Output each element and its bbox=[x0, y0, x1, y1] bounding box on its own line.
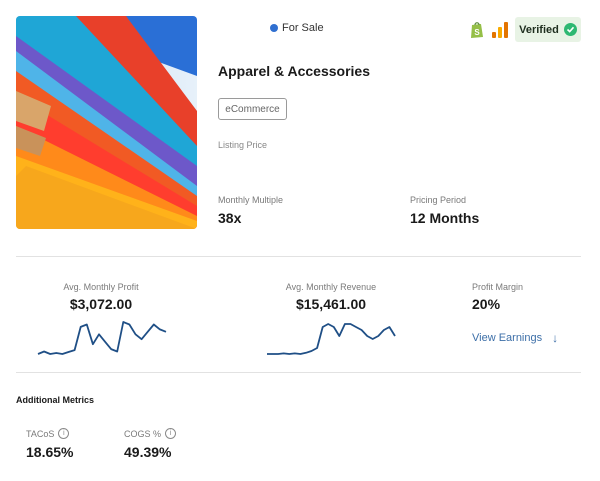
status-label: For Sale bbox=[282, 22, 324, 34]
svg-text:S: S bbox=[474, 28, 480, 37]
profit-margin-value: 20% bbox=[472, 296, 501, 312]
cogs-label: COGS % i bbox=[124, 428, 177, 439]
profit-margin-label: Profit Margin bbox=[472, 282, 524, 292]
info-icon[interactable]: i bbox=[165, 428, 177, 439]
category-tag[interactable]: eCommerce bbox=[218, 98, 287, 120]
avg-monthly-revenue-value: $15,461.00 bbox=[295, 296, 367, 312]
profit-trend-line bbox=[37, 321, 167, 355]
avg-monthly-profit-value: $3,072.00 bbox=[69, 296, 133, 312]
arrow-down-icon: ↓ bbox=[552, 331, 559, 345]
pricing-period-value: 12 Months bbox=[410, 210, 480, 226]
view-earnings-label: View Earnings bbox=[472, 332, 543, 344]
tacos-value: 18.65% bbox=[26, 444, 74, 460]
profit-sparkline bbox=[37, 321, 167, 355]
listing-title: Apparel & Accessories bbox=[218, 63, 370, 79]
info-icon[interactable]: i bbox=[58, 428, 70, 439]
divider bbox=[16, 256, 581, 257]
monthly-multiple-value: 38x bbox=[218, 210, 242, 226]
pricing-period-label: Pricing Period bbox=[410, 195, 467, 205]
revenue-trend-line bbox=[267, 323, 396, 355]
verified-label: Verified bbox=[519, 23, 559, 36]
avg-monthly-profit-label: Avg. Monthly Profit bbox=[63, 282, 139, 292]
revenue-sparkline bbox=[267, 323, 396, 355]
additional-metrics-title: Additional Metrics bbox=[16, 395, 95, 405]
cogs-value: 49.39% bbox=[124, 444, 172, 460]
tacos-label: TACoS i bbox=[26, 428, 70, 439]
listing-price-label: Listing Price bbox=[218, 140, 268, 150]
cogs-label-text: COGS % bbox=[124, 428, 162, 439]
status-indicator: For Sale bbox=[270, 22, 324, 34]
avg-monthly-revenue-label: Avg. Monthly Revenue bbox=[285, 282, 377, 292]
monthly-multiple-label: Monthly Multiple bbox=[218, 195, 284, 205]
tacos-label-text: TACoS bbox=[26, 428, 55, 439]
bar-chart-icon bbox=[491, 21, 509, 39]
verified-badge: Verified bbox=[515, 17, 581, 42]
shopify-icon: S bbox=[469, 21, 485, 39]
divider bbox=[16, 372, 581, 373]
checkmark-icon bbox=[563, 23, 577, 36]
view-earnings-link[interactable]: View Earnings ↓ bbox=[472, 331, 558, 345]
status-dot-icon bbox=[270, 24, 278, 32]
product-image bbox=[16, 16, 197, 229]
